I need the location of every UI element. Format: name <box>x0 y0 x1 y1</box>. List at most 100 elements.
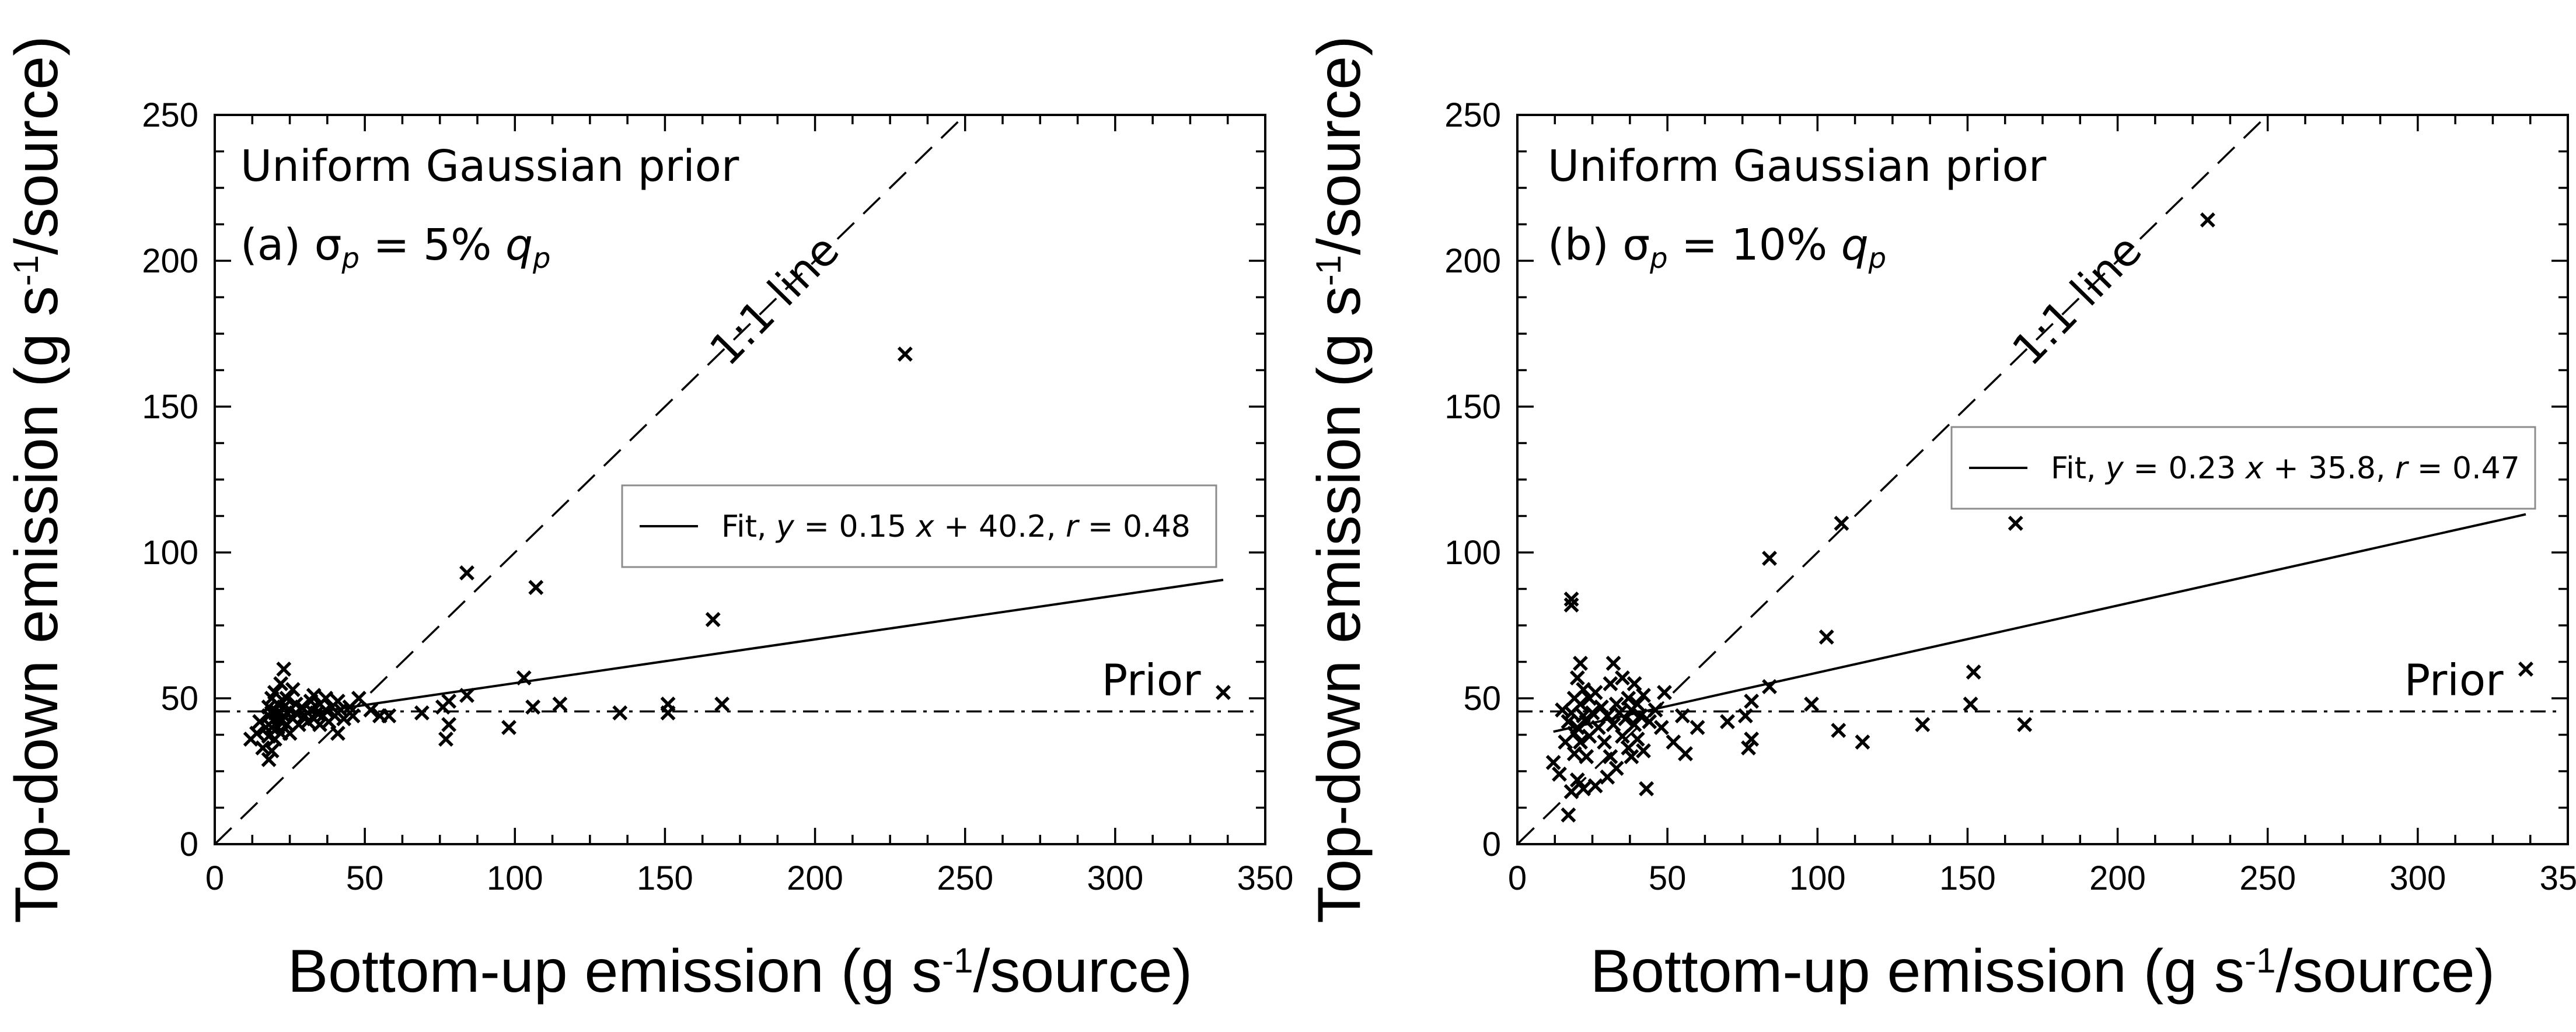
y-tick-label: 0 <box>1482 825 1501 863</box>
data-point <box>1584 705 1600 720</box>
data-point <box>1587 778 1603 793</box>
data-point <box>1642 714 1657 729</box>
x-tick-label: 250 <box>2239 859 2296 897</box>
fit-line <box>1553 513 2526 733</box>
x-axis-title: Bottom-up emission (g s-1/source) <box>1590 937 2495 1005</box>
data-point <box>1647 702 1663 718</box>
data-point <box>345 708 361 723</box>
reference-lines <box>1517 115 2562 844</box>
data-point <box>705 612 721 627</box>
data-point <box>273 676 289 691</box>
data-point <box>441 717 457 732</box>
y-tick-label: 250 <box>142 96 198 134</box>
data-point <box>1626 717 1642 732</box>
one-to-one-line <box>215 115 966 844</box>
data-point <box>1690 720 1705 735</box>
legend-label: Fit, y = 0.15 x + 40.2, r = 0.48 <box>721 509 1191 544</box>
data-point <box>1615 670 1630 685</box>
y-tick-label: 0 <box>180 825 198 863</box>
legend: Fit, y = 0.15 x + 40.2, r = 0.48 <box>621 484 1217 568</box>
legend-label: Fit, y = 0.23 x + 35.8, r = 0.47 <box>2051 451 2520 486</box>
y-tick-label: 200 <box>142 242 198 280</box>
data-point <box>1834 516 1849 531</box>
data-point <box>1678 746 1693 761</box>
data-point <box>1569 772 1585 788</box>
data-point <box>2017 717 2033 732</box>
data-point <box>1855 734 1870 750</box>
legend-box <box>621 484 1217 568</box>
data-point <box>1963 697 1978 712</box>
data-point <box>1587 685 1603 700</box>
data-point <box>279 691 295 706</box>
data-point <box>1563 592 1579 607</box>
x-axis-title: Bottom-up emission (g s-1/source) <box>288 937 1192 1005</box>
panel-title-line2: (a) σp = 5% qp <box>240 220 550 275</box>
data-point <box>351 691 366 706</box>
data-point <box>528 580 544 595</box>
data-point <box>264 743 280 758</box>
data-point <box>459 565 474 580</box>
data-point <box>1576 781 1591 796</box>
data-point <box>1744 694 1760 709</box>
x-tick-label: 100 <box>487 859 543 897</box>
data-point <box>1594 699 1609 715</box>
data-point <box>1566 746 1582 761</box>
y-axis-title: Top-down emission (g s-1/source) <box>3 36 71 923</box>
data-point <box>249 726 264 741</box>
data-point <box>1720 714 1735 729</box>
data-point <box>1600 708 1615 723</box>
y-tick-label: 100 <box>1444 534 1501 572</box>
x-tick-label: 200 <box>2089 859 2146 897</box>
data-point <box>1563 597 1579 613</box>
data-point <box>1915 717 1931 732</box>
data-point <box>1629 697 1645 712</box>
data-point <box>1545 755 1561 770</box>
data-point <box>1762 679 1777 694</box>
data-point <box>1804 697 1819 712</box>
data-point <box>1563 784 1579 799</box>
data-point <box>1605 717 1621 732</box>
data-point <box>1636 743 1651 758</box>
data-point <box>1744 732 1760 747</box>
data-point <box>1569 670 1585 685</box>
y-tick-label: 150 <box>142 388 198 426</box>
x-tick-label: 150 <box>1939 859 1996 897</box>
data-point <box>897 347 913 362</box>
y-tick-label: 200 <box>1444 242 1501 280</box>
data-point <box>1576 682 1591 697</box>
data-point <box>330 694 345 709</box>
x-tick-label: 0 <box>205 859 224 897</box>
data-point <box>330 726 345 741</box>
data-point <box>1626 676 1642 691</box>
data-point <box>501 720 516 735</box>
data-point <box>1966 664 1981 680</box>
x-tick-label: 50 <box>1649 859 1687 897</box>
x-tick-label: 200 <box>787 859 843 897</box>
data-point <box>336 711 352 726</box>
data-point <box>438 732 453 747</box>
data-point <box>1608 697 1624 712</box>
data-point <box>1737 708 1753 723</box>
data-point <box>552 697 568 712</box>
data-point <box>1603 676 1618 691</box>
panel-title-line2: (b) σp = 10% qp <box>1548 220 1886 275</box>
data-point <box>1216 685 1231 700</box>
data-point <box>1674 708 1690 723</box>
data-point <box>1552 767 1567 782</box>
data-point <box>1579 714 1594 729</box>
data-point <box>441 694 457 709</box>
x-tick-label: 0 <box>1508 859 1527 897</box>
data-point <box>525 699 541 715</box>
data-point <box>1590 720 1606 735</box>
prior-label: Prior <box>2404 656 2504 706</box>
data-point <box>264 720 280 735</box>
x-tick-label: 100 <box>1789 859 1846 897</box>
legend-box <box>1950 426 2536 510</box>
data-point <box>1569 720 1585 735</box>
data-point <box>660 697 676 712</box>
panel-title-line1: Uniform Gaussian prior <box>1548 141 2047 191</box>
one-to-one-label: 1:1 line <box>700 225 849 375</box>
y-tick-label: 50 <box>1463 680 1501 718</box>
y-tick-label: 150 <box>1444 388 1501 426</box>
